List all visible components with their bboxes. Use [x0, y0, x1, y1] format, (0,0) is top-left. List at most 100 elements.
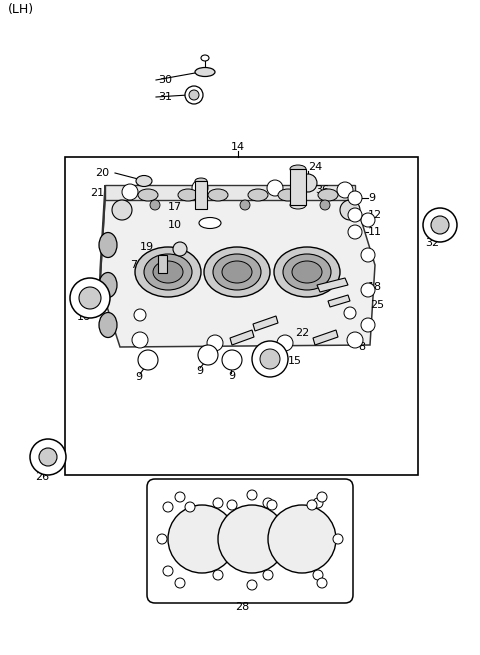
Text: 36: 36 — [315, 185, 329, 195]
Ellipse shape — [195, 67, 215, 77]
Ellipse shape — [99, 272, 117, 297]
Bar — [290, 169, 306, 205]
Circle shape — [263, 570, 273, 580]
Circle shape — [313, 498, 323, 508]
Circle shape — [431, 216, 449, 234]
Circle shape — [337, 182, 353, 198]
Bar — [65, 157, 418, 475]
Circle shape — [150, 200, 160, 210]
Circle shape — [340, 200, 360, 220]
Text: 16: 16 — [77, 312, 91, 322]
Polygon shape — [105, 185, 355, 200]
Text: (LH): (LH) — [8, 3, 34, 16]
Ellipse shape — [136, 176, 152, 187]
Ellipse shape — [138, 189, 158, 201]
Ellipse shape — [99, 312, 117, 337]
Bar — [158, 255, 167, 273]
Circle shape — [277, 335, 293, 351]
Ellipse shape — [199, 217, 221, 229]
Ellipse shape — [201, 55, 209, 61]
Circle shape — [168, 505, 236, 573]
Circle shape — [163, 566, 173, 576]
Circle shape — [222, 350, 242, 370]
Text: 15: 15 — [288, 356, 302, 366]
Circle shape — [347, 332, 363, 348]
Circle shape — [213, 498, 223, 508]
Circle shape — [247, 580, 257, 590]
Text: 32: 32 — [425, 238, 439, 248]
Circle shape — [175, 492, 185, 502]
Ellipse shape — [292, 261, 322, 283]
Polygon shape — [230, 330, 254, 345]
Circle shape — [198, 345, 218, 365]
Text: 21: 21 — [90, 188, 104, 198]
Circle shape — [192, 180, 208, 196]
Polygon shape — [100, 185, 105, 285]
Ellipse shape — [204, 247, 270, 297]
Text: 9: 9 — [135, 372, 142, 382]
Ellipse shape — [318, 189, 338, 201]
Ellipse shape — [144, 254, 192, 290]
Circle shape — [173, 242, 187, 256]
Text: 26: 26 — [35, 472, 49, 482]
Circle shape — [39, 448, 57, 466]
Ellipse shape — [213, 254, 261, 290]
Circle shape — [267, 180, 283, 196]
Circle shape — [313, 570, 323, 580]
Polygon shape — [253, 316, 278, 331]
Circle shape — [112, 200, 132, 220]
Circle shape — [247, 490, 257, 500]
Circle shape — [252, 341, 288, 377]
Polygon shape — [317, 278, 348, 292]
Circle shape — [423, 208, 457, 242]
Polygon shape — [328, 295, 350, 307]
Circle shape — [185, 502, 195, 512]
Circle shape — [70, 278, 110, 318]
Text: 25: 25 — [370, 300, 384, 310]
Ellipse shape — [248, 189, 268, 201]
Circle shape — [348, 191, 362, 205]
Text: 9: 9 — [368, 193, 375, 203]
Text: 17: 17 — [168, 202, 182, 212]
Text: 22: 22 — [295, 328, 309, 338]
Text: 20: 20 — [95, 168, 109, 178]
Circle shape — [361, 213, 375, 227]
FancyBboxPatch shape — [147, 479, 353, 603]
Ellipse shape — [283, 254, 331, 290]
Circle shape — [361, 318, 375, 332]
Circle shape — [361, 248, 375, 262]
Text: 18: 18 — [368, 282, 382, 292]
Text: 19: 19 — [140, 242, 154, 252]
Text: 8: 8 — [358, 342, 365, 352]
Polygon shape — [313, 330, 338, 345]
Circle shape — [348, 208, 362, 222]
Circle shape — [132, 332, 148, 348]
Ellipse shape — [153, 261, 183, 283]
Text: 31: 31 — [158, 92, 172, 102]
Circle shape — [320, 200, 330, 210]
Polygon shape — [100, 200, 375, 347]
Circle shape — [260, 349, 280, 369]
Circle shape — [348, 225, 362, 239]
Text: 14: 14 — [231, 142, 245, 152]
Circle shape — [213, 570, 223, 580]
Circle shape — [317, 492, 327, 502]
Circle shape — [218, 505, 286, 573]
Circle shape — [263, 498, 273, 508]
Ellipse shape — [290, 165, 306, 173]
Circle shape — [240, 200, 250, 210]
Text: 12: 12 — [368, 210, 382, 220]
Circle shape — [333, 534, 343, 544]
Circle shape — [134, 309, 146, 321]
Circle shape — [207, 335, 223, 351]
Text: 24: 24 — [308, 162, 322, 172]
Text: 7: 7 — [130, 260, 137, 270]
Circle shape — [299, 174, 317, 192]
Text: 9: 9 — [228, 371, 235, 381]
Circle shape — [344, 307, 356, 319]
Circle shape — [163, 502, 173, 512]
Text: 9: 9 — [196, 366, 203, 376]
Circle shape — [268, 505, 336, 573]
Circle shape — [307, 500, 317, 510]
Text: 30: 30 — [158, 75, 172, 85]
